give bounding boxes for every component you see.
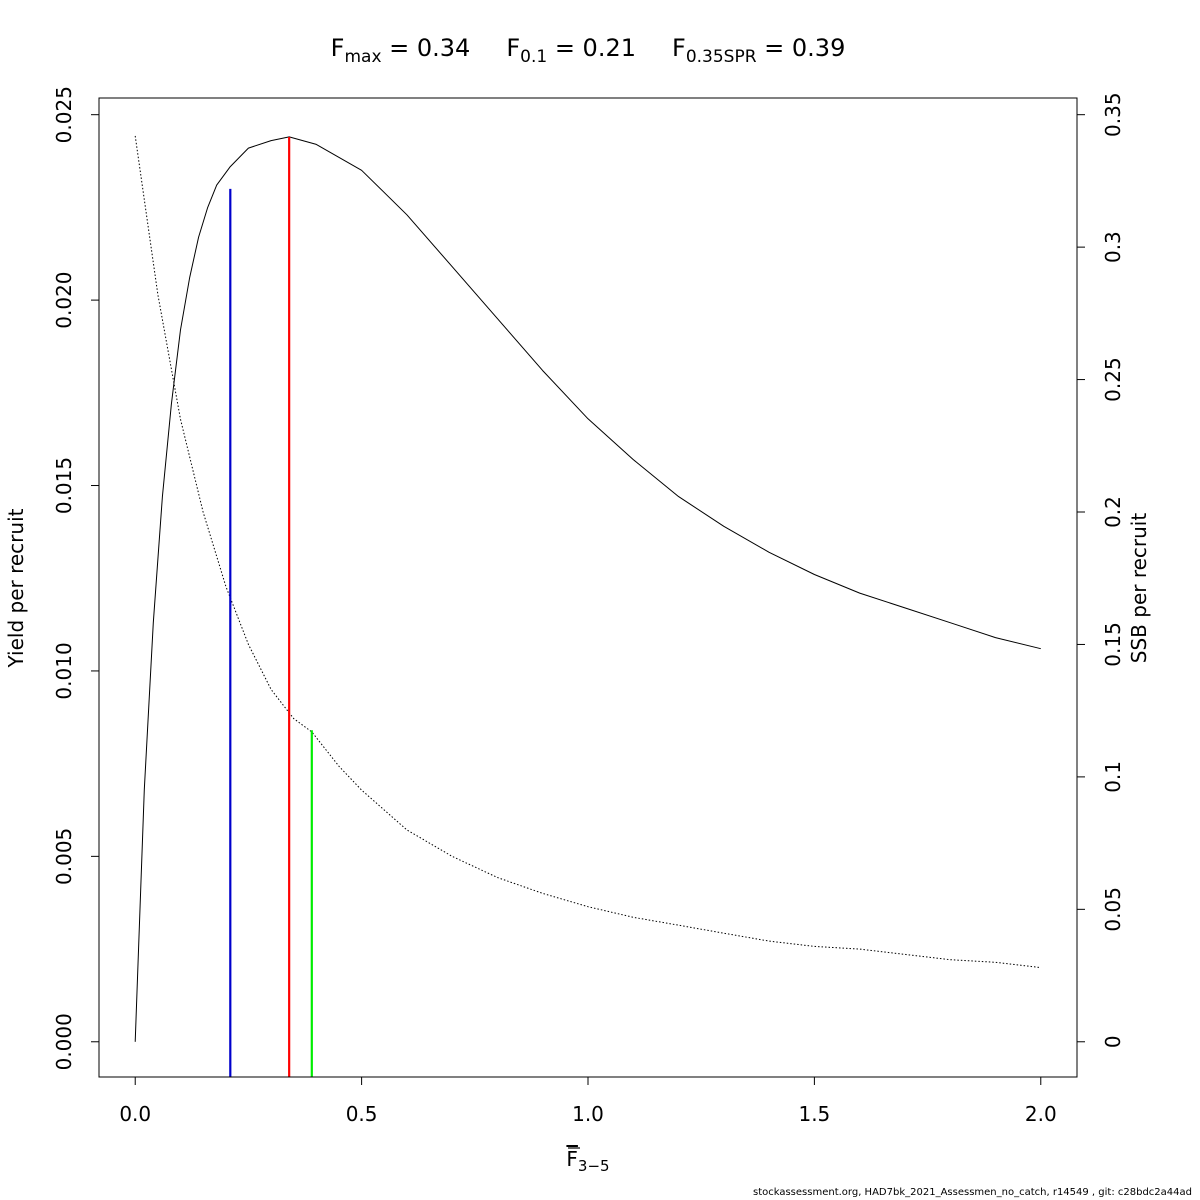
- title-part-2-value: = 0.39: [757, 34, 846, 62]
- chart-title-text: Fmax = 0.34 F0.1 = 0.21 F0.35SPR = 0.39: [331, 34, 846, 67]
- y-right-tick-label: 0.3: [1101, 231, 1125, 263]
- y-left-tick-label: 0.010: [52, 642, 76, 699]
- title-part-1-subscript: 0.1: [520, 47, 547, 67]
- title-part-1-symbol: F: [470, 34, 520, 62]
- yield-per-recruit-line: [134, 136, 1041, 1042]
- y-right-tick-label: 0.25: [1101, 357, 1125, 402]
- title-part-1-value: = 0.21: [547, 34, 636, 62]
- y-axis-left-label: Yield per recruit: [4, 508, 28, 668]
- plot-frame: [98, 97, 1078, 1078]
- x-axis-label-symbol: F: [566, 1147, 578, 1171]
- y-right-tick-label: 0.2: [1101, 496, 1125, 528]
- y-axis-right-label: SSB per recruit: [1127, 513, 1151, 664]
- y-axis-left: 0.000 0.005 0.010 0.015 0.020 0.025: [52, 86, 100, 1070]
- title-part-0-value: = 0.34: [382, 34, 471, 62]
- y-left-tick-label: 0.020: [52, 271, 76, 328]
- x-tick-label: 0.5: [346, 1102, 378, 1126]
- x-tick-label: 0.0: [119, 1102, 151, 1126]
- title-part-2-subscript: 0.35SPR: [686, 47, 757, 67]
- x-tick-label: 2.0: [1025, 1102, 1057, 1126]
- y-left-tick-label: 0.000: [52, 1013, 76, 1070]
- x-tick-label: 1.5: [798, 1102, 830, 1126]
- title-part-0-symbol: F: [331, 34, 345, 62]
- y-right-tick-label: 0.15: [1101, 622, 1125, 667]
- series-layer: [134, 135, 1041, 1042]
- reference-lines: [229, 136, 313, 1077]
- x-tick-label: 1.0: [572, 1102, 604, 1126]
- title-part-2-symbol: F: [636, 34, 686, 62]
- ssb-per-recruit-line: [134, 135, 1041, 969]
- y-left-tick-label: 0.005: [52, 828, 76, 885]
- y-right-tick-label: 0: [1101, 1035, 1125, 1048]
- title-part-0-subscript: max: [344, 47, 381, 67]
- y-left-tick-label: 0.015: [52, 457, 76, 514]
- y-right-tick-label: 0.35: [1101, 92, 1125, 137]
- y-left-tick-label: 0.025: [52, 86, 76, 143]
- x-axis-label: F3−5: [566, 1147, 609, 1175]
- chart-title: Fmax = 0.34 F0.1 = 0.21 F0.35SPR = 0.39: [331, 34, 846, 67]
- x-axis-label-subscript: 3−5: [578, 1157, 610, 1175]
- y-right-tick-label: 0.1: [1101, 761, 1125, 793]
- y-axis-right: 0 0.05 0.1 0.15 0.2 0.25 0.3 0.35: [1076, 92, 1125, 1048]
- footer-credit: stockassessment.org, HAD7bk_2021_Assessm…: [752, 1187, 1192, 1198]
- y-right-tick-label: 0.05: [1101, 887, 1125, 932]
- x-axis: 0.0 0.5 1.0 1.5 2.0: [119, 1076, 1057, 1126]
